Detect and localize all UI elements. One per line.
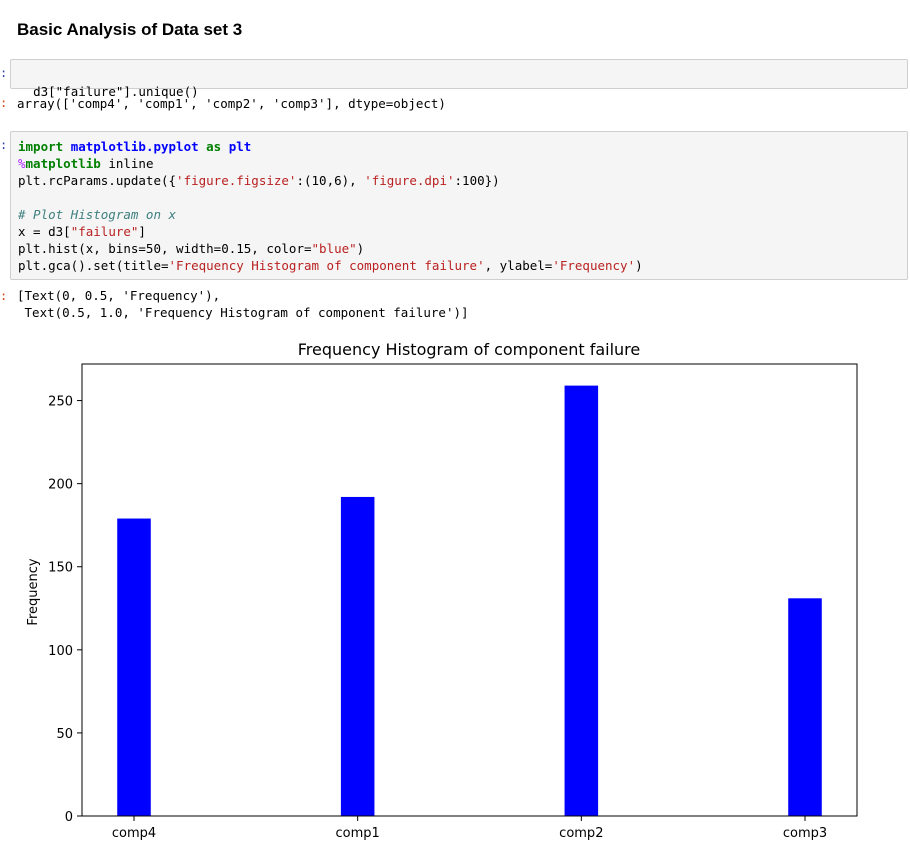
code-line: x = d3["failure"]	[18, 224, 146, 239]
y-tick-label: 150	[48, 561, 73, 576]
x-tick-label: comp3	[783, 826, 827, 841]
code-line: import matplotlib.pyplot as plt	[18, 139, 252, 154]
x-tick-label: comp1	[336, 826, 380, 841]
output-prompt-1: :	[0, 96, 8, 110]
code-line: plt.hist(x, bins=50, width=0.15, color="…	[18, 241, 365, 256]
y-tick-label: 0	[65, 810, 73, 825]
code-cell-2[interactable]: import matplotlib.pyplot as plt %matplotl…	[10, 131, 908, 280]
bar-comp3	[788, 598, 822, 816]
y-tick-label: 250	[48, 395, 73, 410]
output-line: Text(0.5, 1.0, 'Frequency Histogram of c…	[17, 305, 469, 320]
y-axis-label: Frequency	[26, 558, 41, 625]
output-prompt-2: :	[0, 289, 8, 303]
code-line	[18, 189, 900, 206]
output-cell-1: array(['comp4', 'comp1', 'comp2', 'comp3…	[17, 96, 446, 111]
bar-comp2	[564, 385, 599, 816]
x-tick-label: comp2	[559, 826, 603, 841]
output-cell-2: [Text(0, 0.5, 'Frequency'), Text(0.5, 1.…	[17, 287, 469, 321]
code-line: plt.gca().set(title='Frequency Histogram…	[18, 258, 643, 273]
output-line: [Text(0, 0.5, 'Frequency'),	[17, 288, 221, 303]
bar-comp1	[340, 496, 375, 816]
y-tick-label: 200	[48, 478, 73, 493]
code-line: d3["failure"].unique()	[33, 84, 199, 99]
code-line: %matplotlib inline	[18, 156, 154, 171]
y-tick-label: 50	[56, 727, 73, 742]
y-tick-label: 100	[48, 644, 73, 659]
input-prompt-2: :	[0, 138, 8, 152]
histogram-chart: Frequency Histogram of component failure…	[26, 340, 858, 841]
x-tick-label: comp4	[112, 826, 156, 841]
chart-title: Frequency Histogram of component failure	[298, 340, 640, 359]
input-prompt-1: :	[0, 66, 8, 80]
page-heading: Basic Analysis of Data set 3	[17, 20, 243, 39]
plot-frame	[81, 363, 858, 817]
code-line: # Plot Histogram on x	[18, 207, 177, 222]
code-line: plt.rcParams.update({'figure.figsize':(1…	[18, 173, 500, 188]
code-cell-1[interactable]: d3["failure"].unique()	[10, 59, 908, 99]
bar-comp4	[117, 518, 151, 816]
